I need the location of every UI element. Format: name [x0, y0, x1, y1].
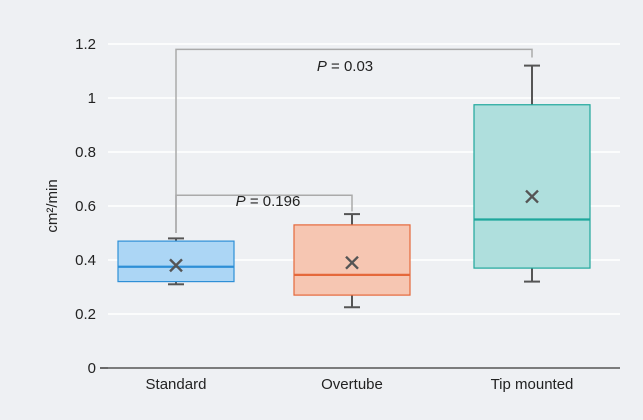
p-symbol: P: [317, 58, 327, 75]
mean-marker: [345, 255, 359, 270]
iqr-box: [293, 224, 411, 296]
mean-marker: [169, 258, 183, 273]
mean-marker: [525, 189, 539, 204]
category-label: Overtube: [321, 376, 383, 393]
p-value: = 0.03: [327, 58, 373, 75]
y-tick-label: 1: [88, 90, 96, 107]
significance-bracket: [175, 48, 533, 233]
p-value-label: P = 0.03: [317, 58, 373, 75]
y-tick-label: 1.2: [75, 36, 96, 53]
iqr-box: [473, 104, 591, 269]
y-tick-label: 0.6: [75, 198, 96, 215]
p-value: = 0.196: [246, 193, 301, 210]
iqr-box: [117, 240, 235, 283]
y-tick-label: 0.2: [75, 306, 96, 323]
y-tick-label: 0: [88, 360, 96, 377]
category-label: Tip mounted: [491, 376, 574, 393]
y-axis-title: cm²/min: [44, 179, 61, 232]
y-tick-label: 0.8: [75, 144, 96, 161]
y-tick-label: 0.4: [75, 252, 96, 269]
p-value-label: P = 0.196: [236, 193, 301, 210]
p-symbol: P: [236, 193, 246, 210]
category-label: Standard: [146, 376, 207, 393]
